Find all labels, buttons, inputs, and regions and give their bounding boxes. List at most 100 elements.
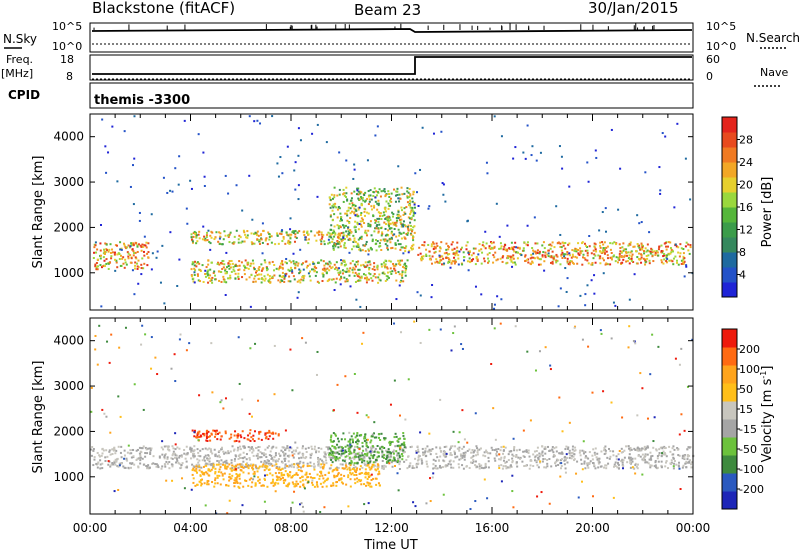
scatter-cell (435, 446, 438, 449)
scatter-cell (312, 261, 315, 264)
scatter-cell (564, 458, 567, 461)
scatter-cell (630, 255, 633, 258)
scatter-cell (120, 445, 123, 448)
scatter-cell (192, 235, 195, 238)
scatter-cell (251, 466, 254, 469)
scatter-cell (343, 259, 346, 262)
scatter-cell (235, 184, 238, 187)
scatter-cell (224, 430, 227, 433)
scatter-cell (216, 438, 219, 441)
scatter-cell (406, 196, 409, 199)
scatter-cell (508, 466, 511, 469)
scatter-cell (332, 432, 335, 435)
scatter-cell (118, 462, 121, 465)
scatter-cell (197, 431, 200, 434)
scatter-cell (422, 255, 425, 258)
scatter-cell (276, 234, 279, 237)
scatter-cell (164, 453, 167, 456)
scatter-cell (665, 248, 668, 251)
scatter-cell (199, 479, 202, 482)
scatter-cell (231, 262, 234, 265)
scatter-cell (349, 485, 352, 488)
scatter-cell (163, 457, 166, 460)
scatter-cell (683, 429, 686, 432)
scatter-cell (512, 506, 515, 509)
scatter-cell (419, 252, 422, 255)
scatter-cell (401, 448, 404, 451)
scatter-cell (504, 461, 507, 464)
scatter-cell (650, 455, 653, 458)
scatter-cell (384, 208, 387, 211)
scatter-cell (232, 266, 235, 269)
scatter-cell (353, 458, 356, 461)
scatter-cell (640, 242, 643, 245)
scatter-cell (329, 447, 332, 450)
scatter-cell (234, 455, 237, 458)
scatter-cell (174, 432, 177, 435)
scatter-cell (194, 269, 197, 272)
scatter-cell (582, 450, 585, 453)
scatter-cell (426, 465, 429, 468)
scatter-cell (584, 451, 587, 454)
scatter-cell (195, 265, 198, 268)
scatter-cell (149, 451, 152, 454)
scatter-cell (206, 458, 209, 461)
scatter-cell (180, 454, 183, 457)
scatter-cell (368, 260, 371, 263)
scatter-cell (260, 238, 263, 241)
scatter-cell (510, 256, 513, 259)
scatter-cell (399, 221, 402, 224)
scatter-cell (355, 473, 358, 476)
scatter-cell (429, 477, 432, 480)
colorbar-swatch (722, 491, 737, 510)
scatter-cell (104, 242, 107, 245)
scatter-cell (144, 446, 147, 449)
scatter-cell (623, 449, 626, 452)
scatter-cell (523, 455, 526, 458)
scatter-cell (288, 242, 291, 245)
scatter-cell (194, 484, 197, 487)
scatter-cell (379, 245, 382, 248)
scatter-cell (222, 238, 225, 241)
scatter-cell (506, 224, 509, 227)
scatter-cell (327, 446, 330, 449)
scatter-cell (361, 218, 364, 221)
scatter-cell (96, 363, 99, 366)
scatter-cell (131, 462, 134, 465)
scatter-cell (333, 455, 336, 458)
scatter-cell (93, 246, 96, 249)
scatter-cell (98, 455, 101, 458)
scatter-cell (353, 445, 356, 448)
scatter-cell (630, 257, 633, 260)
scatter-cell (232, 242, 235, 245)
scatter-cell (369, 485, 372, 488)
scatter-cell (381, 465, 384, 468)
scatter-cell (95, 268, 98, 271)
scatter-cell (334, 475, 337, 478)
scatter-cell (325, 141, 328, 144)
scatter-cell (209, 234, 212, 237)
scatter-cell (294, 229, 297, 232)
scatter-cell (559, 475, 562, 478)
scatter-cell (353, 225, 356, 228)
scatter-cell (480, 466, 483, 469)
scatter-cell (260, 277, 263, 280)
scatter-cell (287, 268, 290, 271)
scatter-cell (579, 250, 582, 253)
scatter-cell (384, 217, 387, 220)
scatter-cell (333, 468, 336, 471)
scatter-cell (176, 459, 179, 462)
scatter-cell (359, 214, 362, 217)
scatter-cell (316, 350, 319, 353)
scatter-cell (210, 279, 213, 282)
scatter-cell (357, 193, 360, 196)
scatter-cell (346, 235, 349, 238)
scatter-cell (351, 205, 354, 208)
scatter-cell (380, 234, 383, 237)
scatter-cell (300, 502, 303, 505)
scatter-cell (449, 459, 452, 462)
scatter-cell (158, 455, 161, 458)
scatter-cell (340, 238, 343, 241)
scatter-cell (228, 499, 231, 502)
scatter-cell (644, 453, 647, 456)
